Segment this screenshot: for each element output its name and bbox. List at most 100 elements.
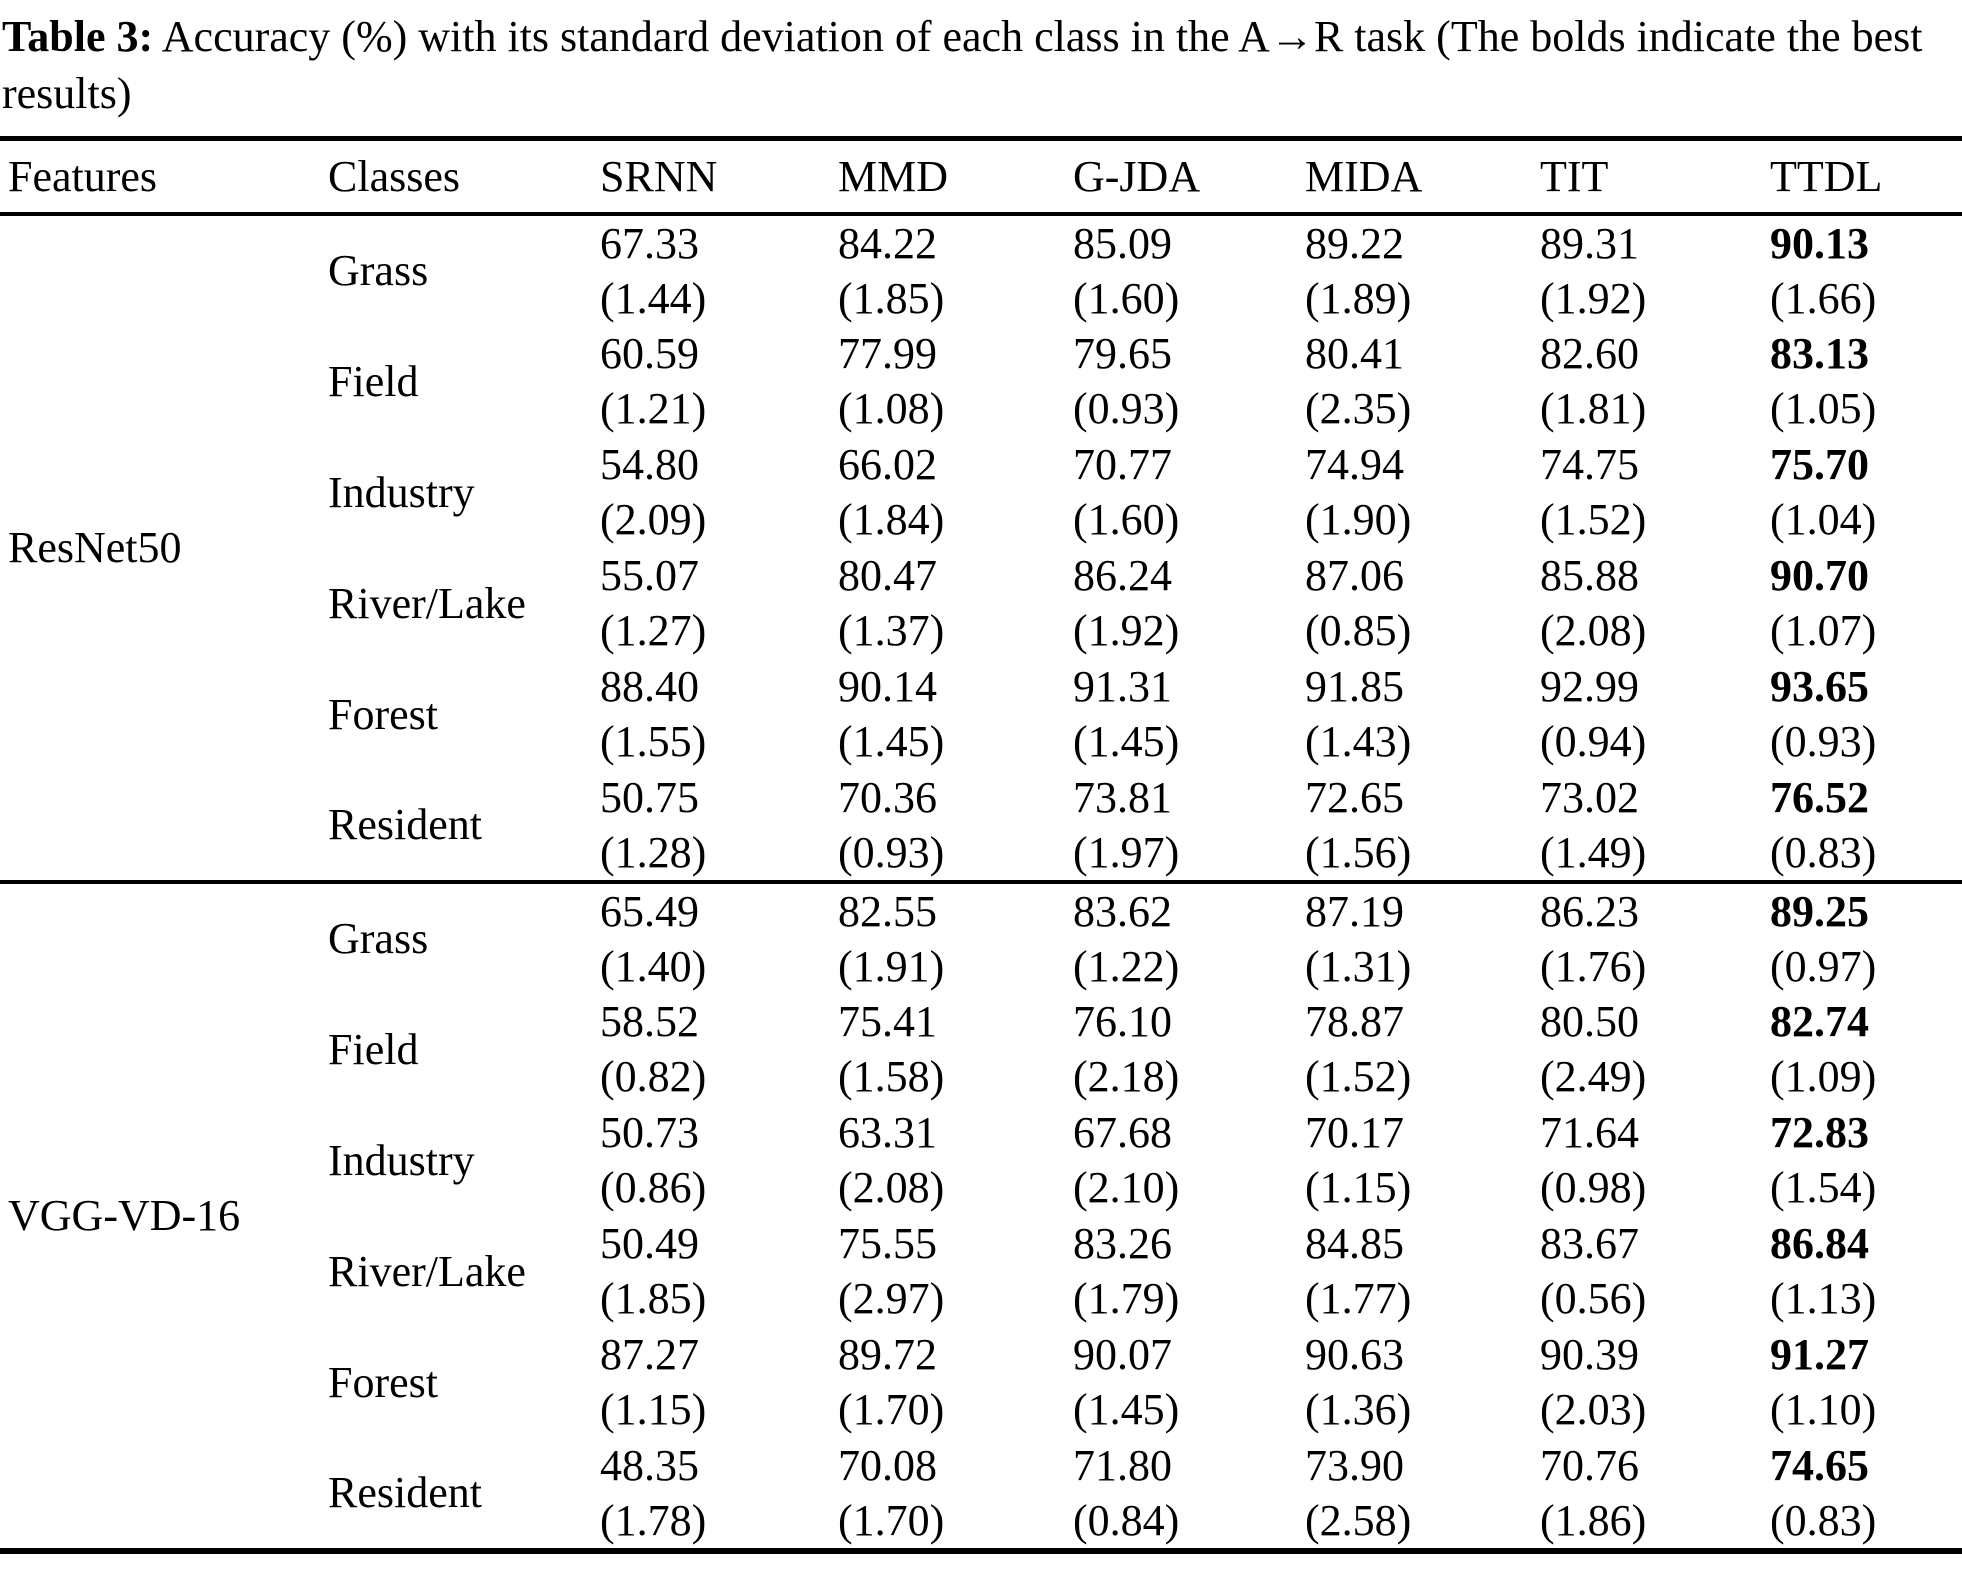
class-label: Field (328, 1024, 419, 1074)
accuracy-value: 87.27 (600, 1330, 699, 1379)
std-deviation: (2.18) (1073, 1052, 1180, 1101)
best-value-cell: 90.13 (1.66) (1762, 214, 1962, 326)
value-cell: 91.85 (1.43) (1297, 659, 1532, 770)
class-label: Grass (328, 914, 429, 963)
std-deviation: (0.56) (1540, 1274, 1647, 1323)
value-cell: 88.40 (1.55) (592, 659, 830, 770)
value-cell: 82.60 (1.81) (1532, 326, 1762, 437)
class-label: River/Lake (328, 578, 526, 628)
std-deviation: (0.93) (838, 827, 945, 877)
std-deviation: (1.78) (600, 1495, 707, 1545)
std-deviation: (1.15) (1305, 1163, 1412, 1212)
value-cell: 63.31 (2.08) (830, 1105, 1065, 1216)
accuracy-value: 87.06 (1305, 551, 1404, 600)
value-cell: 74.75 (1.52) (1532, 437, 1762, 548)
best-value-cell: 83.13 (1.05) (1762, 326, 1962, 437)
value-cell: 75.55 (2.97) (830, 1216, 1065, 1327)
std-deviation: (1.56) (1305, 827, 1412, 877)
accuracy-value: 90.07 (1073, 1330, 1172, 1379)
std-deviation: (1.28) (600, 827, 707, 877)
accuracy-value: 85.88 (1540, 551, 1639, 600)
std-deviation: (1.09) (1770, 1052, 1877, 1101)
value-cell: 70.08 (1.70) (830, 1438, 1065, 1551)
table-row: Industry 54.80 (2.09) 66.02 (1.84) 70.77 (1.60… (0, 437, 1962, 548)
value-cell: 70.76 (1.86) (1532, 1438, 1762, 1551)
std-deviation: (1.45) (1073, 717, 1180, 766)
column-header-mida: MIDA (1305, 151, 1423, 201)
class-label: Field (328, 356, 419, 406)
accuracy-value: 91.27 (1770, 1330, 1869, 1379)
value-cell: 79.65 (0.93) (1065, 326, 1297, 437)
std-deviation: (1.97) (1073, 827, 1180, 877)
accuracy-value: 80.50 (1540, 997, 1639, 1046)
value-cell: 85.88 (2.08) (1532, 548, 1762, 659)
value-cell: 71.80 (0.84) (1065, 1438, 1297, 1551)
value-cell: 66.02 (1.84) (830, 437, 1065, 548)
std-deviation: (1.37) (838, 606, 945, 655)
value-cell: 90.63 (1.36) (1297, 1327, 1532, 1438)
best-value-cell: 82.74 (1.09) (1762, 994, 1962, 1105)
best-value-cell: 93.65 (0.93) (1762, 659, 1962, 770)
class-label: River/Lake (328, 1246, 526, 1296)
accuracy-value: 84.22 (838, 218, 937, 268)
best-value-cell: 76.52 (0.83) (1762, 770, 1962, 882)
std-deviation: (1.13) (1770, 1274, 1877, 1323)
accuracy-value: 71.64 (1540, 1108, 1639, 1157)
accuracy-value: 78.87 (1305, 997, 1404, 1046)
accuracy-value: 71.80 (1073, 1440, 1172, 1490)
value-cell: 86.24 (1.92) (1065, 548, 1297, 659)
class-label: Forest (328, 689, 438, 739)
std-deviation: (1.86) (1540, 1495, 1647, 1545)
class-label: Industry (328, 467, 475, 517)
best-value-cell: 89.25 (0.97) (1762, 882, 1962, 994)
feature-label: VGG-VD-16 (8, 1191, 241, 1240)
accuracy-value: 89.25 (1770, 886, 1869, 936)
accuracy-value: 90.70 (1770, 551, 1869, 600)
column-header-gjda: G-JDA (1073, 151, 1201, 201)
std-deviation: (1.85) (600, 1274, 707, 1323)
value-cell: 72.65 (1.56) (1297, 770, 1532, 882)
std-deviation: (1.89) (1305, 273, 1412, 323)
feature-group-vgg-vd-16: VGG-VD-16 Grass 65.49 (1.40) 82.55 (1.91) 83.6… (0, 881, 1962, 1551)
accuracy-value: 83.67 (1540, 1219, 1639, 1268)
std-deviation: (0.85) (1305, 606, 1412, 655)
std-deviation: (1.76) (1540, 941, 1647, 991)
std-deviation: (1.70) (838, 1385, 945, 1434)
value-cell: 50.49 (1.85) (592, 1216, 830, 1327)
accuracy-value: 89.22 (1305, 218, 1404, 268)
accuracy-value: 82.55 (838, 886, 937, 936)
value-cell: 92.99 (0.94) (1532, 659, 1762, 770)
accuracy-value: 80.47 (838, 551, 937, 600)
std-deviation: (0.93) (1770, 717, 1877, 766)
accuracy-value: 90.63 (1305, 1330, 1404, 1379)
std-deviation: (1.05) (1770, 384, 1877, 433)
accuracy-value: 74.65 (1770, 1440, 1869, 1490)
accuracy-value: 87.19 (1305, 886, 1404, 936)
accuracy-value: 58.52 (600, 997, 699, 1046)
value-cell: 80.50 (2.49) (1532, 994, 1762, 1105)
accuracy-value: 65.49 (600, 886, 699, 936)
accuracy-value: 66.02 (838, 440, 937, 489)
column-header-features: Features (8, 151, 158, 201)
accuracy-value: 75.70 (1770, 440, 1869, 489)
std-deviation: (1.31) (1305, 941, 1412, 991)
value-cell: 82.55 (1.91) (830, 882, 1065, 994)
accuracy-value: 70.17 (1305, 1108, 1404, 1157)
std-deviation: (0.93) (1073, 384, 1180, 433)
table-row: Resident 50.75 (1.28) 70.36 (0.93) 73.81 (1.97… (0, 770, 1962, 882)
feature-label: ResNet50 (8, 523, 182, 572)
table-row: Forest 87.27 (1.15) 89.72 (1.70) 90.07 (1.45) 9… (0, 1327, 1962, 1438)
accuracy-value: 91.31 (1073, 662, 1172, 711)
std-deviation: (2.08) (838, 1163, 945, 1212)
value-cell: 78.87 (1.52) (1297, 994, 1532, 1105)
std-deviation: (1.45) (838, 717, 945, 766)
value-cell: 84.22 (1.85) (830, 214, 1065, 326)
std-deviation: (1.08) (838, 384, 945, 433)
std-deviation: (2.58) (1305, 1495, 1412, 1545)
value-cell: 71.64 (0.98) (1532, 1105, 1762, 1216)
value-cell: 77.99 (1.08) (830, 326, 1065, 437)
std-deviation: (2.03) (1540, 1385, 1647, 1434)
std-deviation: (0.94) (1540, 717, 1647, 766)
std-deviation: (1.27) (600, 606, 707, 655)
accuracy-value: 90.13 (1770, 218, 1869, 268)
